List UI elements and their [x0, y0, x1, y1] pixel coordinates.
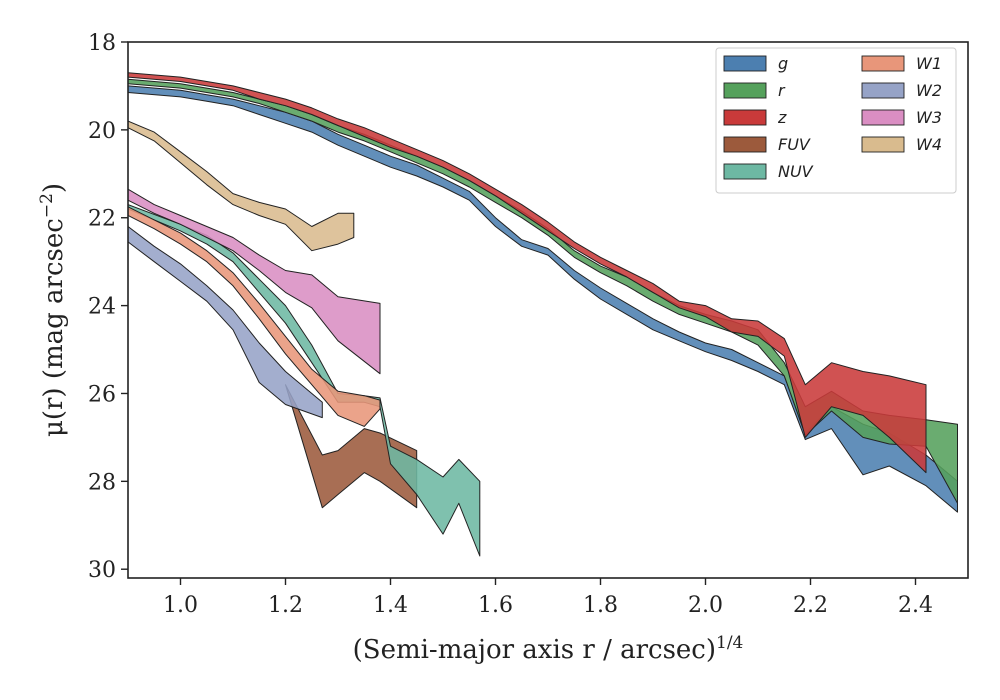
x-tick-label: 1.2 [268, 593, 303, 618]
y-tick-label: 24 [88, 295, 116, 320]
legend-label-z: z [777, 108, 787, 127]
legend-label-fuv: FUV [778, 135, 811, 154]
y-axis-label: μ(r) (mag arcsec−2) [37, 183, 69, 437]
series-band-w1 [128, 206, 381, 427]
y-tick-label: 26 [88, 382, 116, 407]
y-tick-label: 18 [88, 31, 116, 56]
legend-swatch-r [723, 82, 767, 99]
legend-label-w3: W3 [916, 108, 942, 127]
legend-label-g: g [778, 54, 788, 73]
series-band-z [128, 72, 927, 474]
x-tick-label: 1.4 [373, 593, 408, 618]
x-tick-label: 2.0 [688, 593, 723, 618]
series-band-w3 [128, 188, 381, 375]
legend-label-w4: W4 [916, 135, 942, 154]
y-tick-label: 30 [88, 558, 116, 583]
legend-label-r: r [778, 81, 786, 100]
series-band-w2 [128, 226, 323, 419]
y-axis-ticks: 18 20 22 24 26 28 30 [88, 31, 128, 583]
legend-label-w2: W2 [916, 81, 942, 100]
legend: grz FUV NUV W1 W2 W3 W4 [715, 47, 957, 194]
x-axis-ticks: 1.0 1.2 1.4 1.6 1.8 2.0 2.2 2.4 [163, 578, 933, 618]
legend-label-w1: W1 [916, 54, 942, 73]
series-band-w4 [128, 120, 355, 252]
legend-swatch-fuv [723, 136, 767, 153]
series-areas [128, 72, 958, 557]
x-tick-label: 1.0 [163, 593, 198, 618]
legend-label-nuv: NUV [778, 162, 814, 181]
series-band-nuv [128, 204, 481, 557]
y-tick-label: 20 [88, 119, 116, 144]
x-tick-label: 1.6 [478, 593, 513, 618]
y-tick-label: 28 [88, 470, 116, 495]
legend-swatch-w1 [861, 55, 905, 72]
x-axis-label: (Semi-major axis r / arcsec)1/4 [353, 633, 744, 665]
legend-swatch-w4 [861, 136, 905, 153]
legend-swatch-z [723, 109, 767, 126]
plot-frame [127, 41, 969, 579]
y-tick-label: 22 [88, 207, 116, 232]
x-tick-label: 1.8 [583, 593, 618, 618]
legend-swatch-nuv [723, 163, 767, 180]
series-band-g [128, 85, 958, 513]
x-tick-label: 2.2 [793, 593, 828, 618]
x-tick-label: 2.4 [898, 593, 933, 618]
legend-swatch-w3 [861, 109, 905, 126]
legend-swatch-g [723, 55, 767, 72]
legend-swatch-w2 [861, 82, 905, 99]
